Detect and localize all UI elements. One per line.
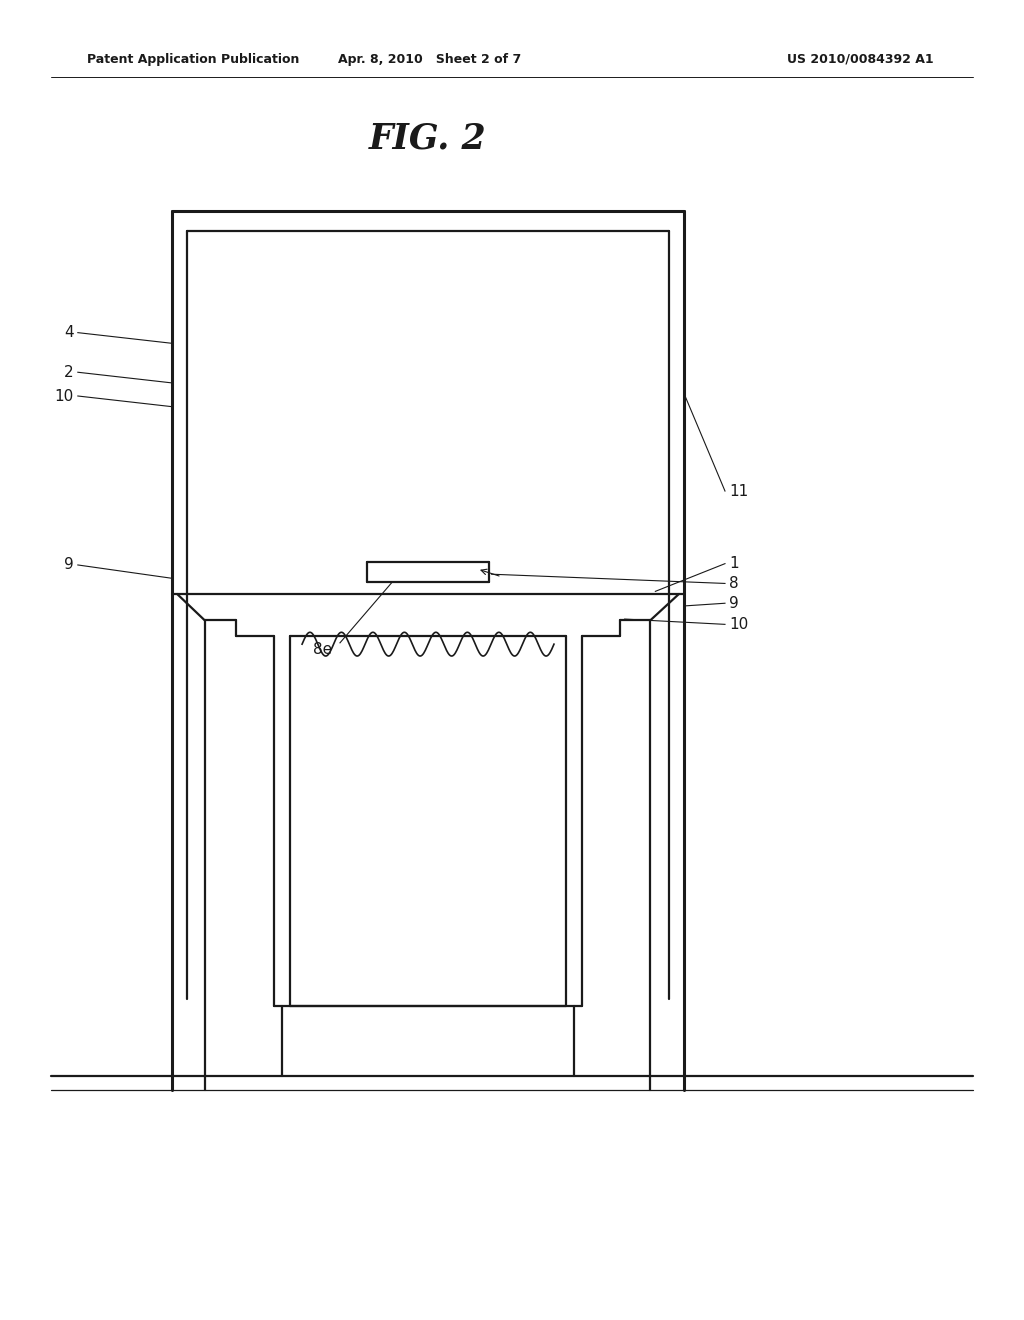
Text: 10: 10 <box>54 388 74 404</box>
Text: 9: 9 <box>63 557 74 573</box>
Text: Patent Application Publication: Patent Application Publication <box>87 53 299 66</box>
Text: 4: 4 <box>65 325 74 341</box>
Text: Apr. 8, 2010   Sheet 2 of 7: Apr. 8, 2010 Sheet 2 of 7 <box>339 53 521 66</box>
Text: 11: 11 <box>729 483 749 499</box>
Text: 8e: 8e <box>313 642 332 657</box>
Text: 8: 8 <box>729 576 738 591</box>
Text: 10: 10 <box>729 616 749 632</box>
Text: FIG. 2: FIG. 2 <box>370 121 486 156</box>
Text: 2: 2 <box>65 364 74 380</box>
Text: 1: 1 <box>729 556 738 572</box>
Text: 9: 9 <box>729 595 739 611</box>
Text: US 2010/0084392 A1: US 2010/0084392 A1 <box>786 53 934 66</box>
